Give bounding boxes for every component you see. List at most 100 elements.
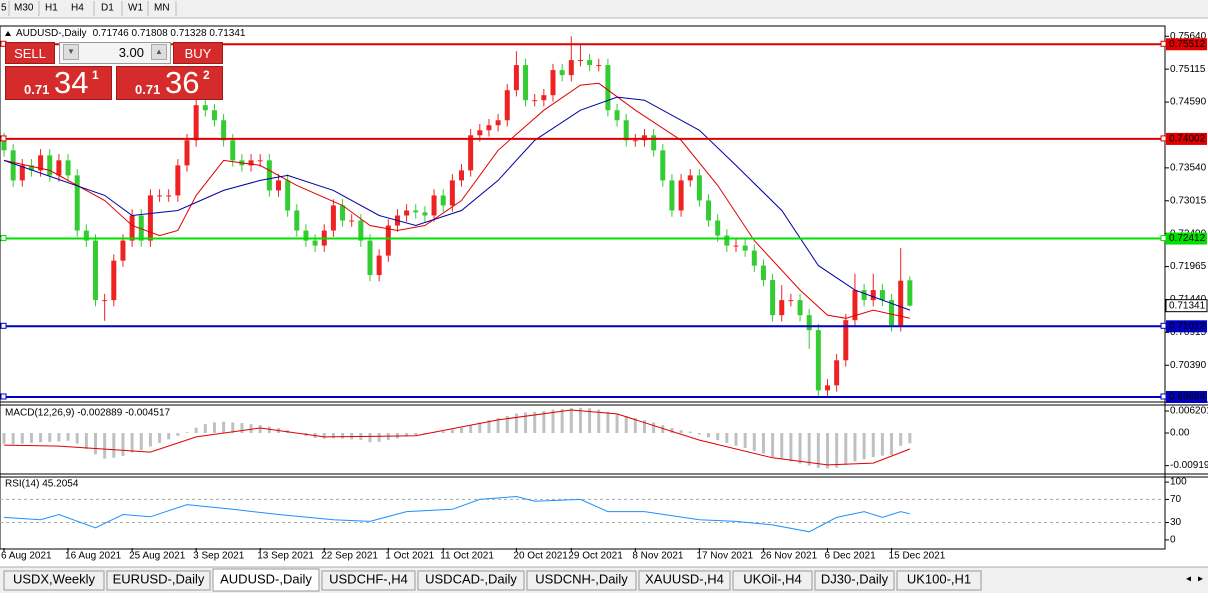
level-handle[interactable]	[1160, 40, 1167, 47]
candle-body	[623, 120, 629, 141]
macd-bar	[48, 433, 52, 442]
timeframe-button[interactable]: 5	[1, 3, 7, 14]
tab[interactable]	[321, 570, 416, 591]
tab-label[interactable]: XAUUSD-,H4	[645, 571, 724, 586]
candle-body	[111, 260, 117, 301]
timeframe-button[interactable]: H1	[45, 3, 58, 14]
level-handle[interactable]	[0, 135, 7, 142]
tab[interactable]	[106, 570, 211, 591]
tab-label[interactable]: USDX,Weekly	[13, 571, 96, 586]
tab-label[interactable]: USDCAD-,Daily	[425, 571, 517, 586]
tab-label[interactable]: EURUSD-,Daily	[113, 571, 205, 586]
macd-bar	[652, 422, 656, 434]
candle-body	[276, 180, 281, 191]
x-tick-label: 6 Dec 2021	[825, 551, 877, 562]
macd-bar	[606, 411, 610, 434]
sell-button[interactable]: SELL	[5, 42, 55, 64]
candle-body	[889, 300, 895, 326]
ohlc-values: 0.71746 0.71808 0.71328 0.71341	[93, 28, 246, 39]
timeframe-button[interactable]: MN	[154, 3, 170, 14]
tab[interactable]	[526, 570, 637, 591]
candle-body	[230, 140, 236, 161]
symbol-title: AUDUSD-,Daily	[16, 28, 87, 39]
candle-body	[733, 245, 739, 247]
timeframe-button[interactable]: H4	[71, 3, 84, 14]
tab-label[interactable]: AUDUSD-,Daily	[220, 571, 312, 586]
tab[interactable]	[212, 568, 320, 592]
macd-bar	[212, 422, 216, 434]
candle-body	[147, 195, 153, 241]
candle-body	[678, 180, 684, 211]
candle-body	[459, 170, 464, 181]
timeframe-button[interactable]: M30	[14, 3, 34, 14]
level-handle[interactable]	[1160, 235, 1167, 242]
macd-bar	[633, 418, 637, 434]
candle-body	[577, 60, 583, 62]
macd-bar	[725, 433, 729, 443]
scroll-left[interactable]: ◂	[1186, 574, 1191, 585]
candle-body	[93, 240, 98, 301]
y-tick-label: 0.71965	[1170, 261, 1207, 272]
sell-quote[interactable]: 0.71 34 1	[5, 65, 112, 100]
tab-label[interactable]: UKOil-,H4	[743, 571, 802, 586]
x-tick-label: 20 Oct 2021	[513, 551, 568, 562]
tab[interactable]	[417, 570, 525, 591]
tab[interactable]	[896, 570, 982, 591]
candle-body	[221, 120, 227, 141]
tab-label[interactable]: DJ30-,Daily	[821, 571, 889, 586]
lots-up[interactable]: ▲	[151, 44, 167, 60]
candle-body	[340, 205, 346, 221]
level-handle[interactable]	[0, 235, 7, 242]
macd-bar	[588, 408, 592, 434]
tab[interactable]	[638, 570, 731, 591]
level-handle[interactable]	[0, 322, 7, 329]
tab-label[interactable]: USDCHF-,H4	[329, 571, 408, 586]
candle-body	[349, 220, 355, 222]
y-tick-label: 100	[1170, 477, 1187, 488]
candle-body	[632, 140, 638, 142]
tab[interactable]	[3, 570, 105, 591]
tab-label[interactable]: USDCNH-,Daily	[535, 571, 628, 586]
level-tag	[1166, 132, 1207, 145]
collapse-icon[interactable]	[5, 31, 11, 36]
timeframe-button[interactable]: D1	[101, 3, 114, 14]
candle-body	[742, 245, 748, 251]
lots-down[interactable]: ▼	[63, 44, 79, 60]
tab-label[interactable]: UK100-,H1	[907, 571, 971, 586]
candle-body	[431, 195, 437, 216]
lots-input[interactable]: 3.00	[59, 42, 171, 64]
x-tick-label: 26 Nov 2021	[760, 551, 817, 562]
level-handle[interactable]	[0, 393, 7, 400]
candle-body	[532, 100, 538, 102]
macd-bar	[148, 433, 152, 447]
macd-bar	[469, 425, 473, 434]
scroll-right[interactable]: ▸	[1198, 574, 1203, 585]
candle-body	[504, 90, 510, 121]
y-tick-label: 0.74590	[1170, 97, 1207, 108]
macd-bar	[222, 421, 226, 434]
buy-button[interactable]: BUY	[173, 42, 223, 64]
level-handle[interactable]	[1160, 393, 1167, 400]
candle-body	[367, 240, 373, 276]
macd-signal	[3, 409, 911, 466]
level-tag	[1166, 320, 1207, 333]
candle-body	[257, 160, 263, 162]
candle-body	[1, 139, 7, 151]
candle-body	[157, 195, 163, 197]
candle-body	[834, 360, 840, 386]
macd-bar	[112, 433, 116, 458]
level-handle[interactable]	[1160, 322, 1167, 329]
timeframe-button[interactable]: W1	[128, 3, 143, 14]
macd-bar	[761, 433, 765, 454]
buy-quote[interactable]: 0.71 36 2	[116, 65, 223, 100]
candle-body	[422, 212, 428, 216]
macd-bar	[94, 433, 97, 455]
buy-pips: 36	[165, 65, 200, 100]
level-handle[interactable]	[1160, 135, 1167, 142]
candle-body	[614, 110, 620, 121]
macd-bar	[478, 422, 482, 434]
y-tick-label: 30	[1170, 517, 1182, 528]
tab[interactable]	[732, 570, 813, 591]
y-tick-label: 0.00	[1170, 428, 1190, 439]
tab[interactable]	[814, 570, 895, 591]
